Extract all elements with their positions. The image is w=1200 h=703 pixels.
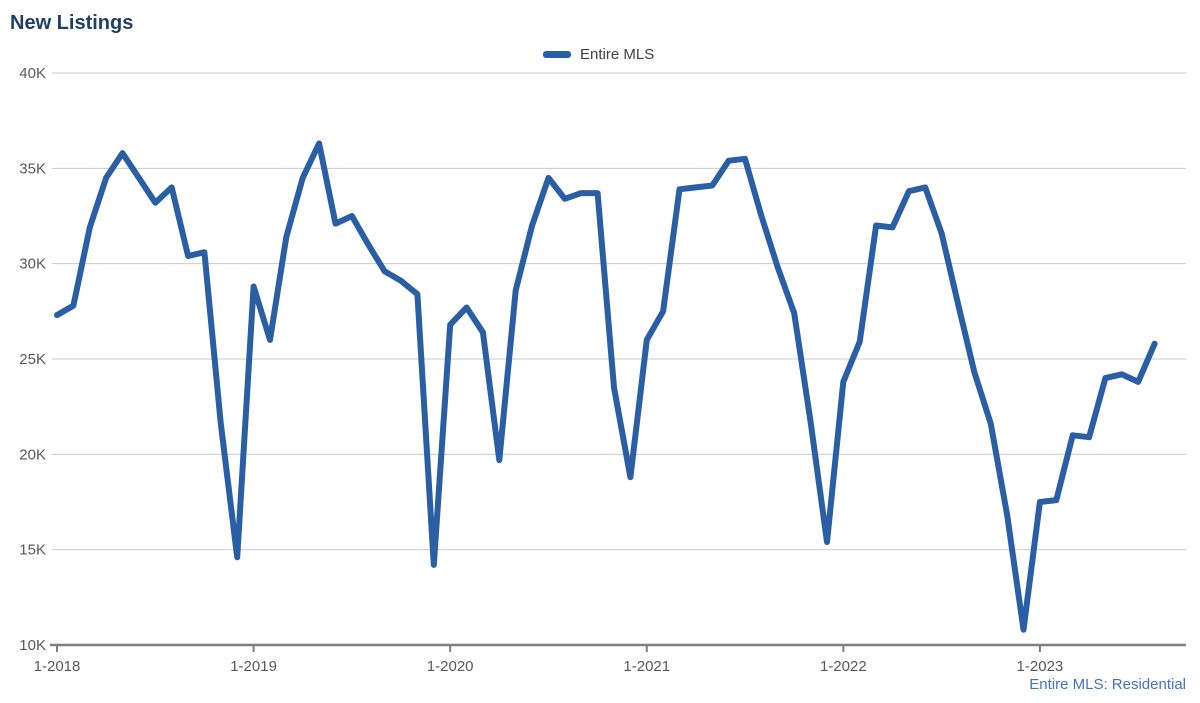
y-axis-tick-label: 20K xyxy=(19,446,46,463)
page-title: New Listings xyxy=(10,12,134,34)
y-axis-tick-label: 40K xyxy=(19,65,46,82)
legend-swatch-entire-mls xyxy=(543,51,571,58)
x-axis-tick-label: 1-2019 xyxy=(230,658,277,675)
legend[interactable]: Entire MLS xyxy=(543,46,654,63)
y-axis-tick-label: 30K xyxy=(19,256,46,273)
x-axis-tick-label: 1-2022 xyxy=(820,658,867,675)
y-axis-tick-label: 25K xyxy=(19,351,46,368)
series-description: Entire MLS: Residential xyxy=(1029,676,1186,693)
y-axis-tick-label: 35K xyxy=(19,160,46,177)
x-axis-tick-label: 1-2018 xyxy=(34,658,81,675)
x-axis-tick-label: 1-2023 xyxy=(1017,658,1064,675)
x-axis-tick-label: 1-2021 xyxy=(623,658,670,675)
y-axis-tick-label: 10K xyxy=(19,637,46,654)
y-axis-tick-label: 15K xyxy=(19,542,46,559)
x-axis-tick-label: 1-2020 xyxy=(427,658,474,675)
legend-label: Entire MLS xyxy=(580,46,655,63)
series-line-entire-mls xyxy=(54,140,1158,633)
